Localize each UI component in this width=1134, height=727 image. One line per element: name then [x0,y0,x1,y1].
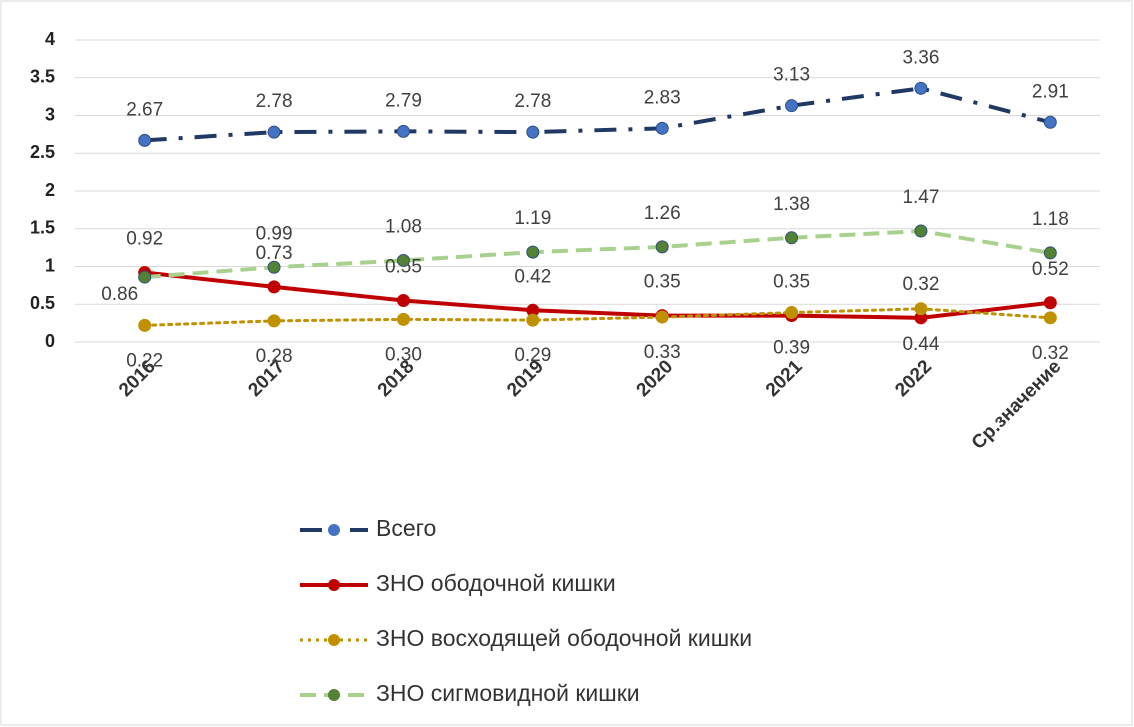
marker [785,306,799,320]
series-line [143,307,1052,327]
marker [655,310,669,324]
data-label: 0.39 [773,338,810,359]
y-tick-label: 0.5 [30,293,55,313]
marker [785,231,799,245]
marker [526,245,540,259]
legend-marker [328,524,340,536]
data-label: 2.91 [1032,81,1069,102]
data-label: 0.30 [385,344,422,365]
legend-marker [328,579,340,591]
marker [396,312,410,326]
marker [1043,311,1057,325]
marker [396,293,410,307]
data-label: 0.33 [644,342,681,363]
data-label: 1.08 [385,216,422,237]
marker [914,224,928,238]
legend-label: Всего [376,515,436,541]
y-tick-label: 4 [45,29,55,49]
data-label: 0.32 [1032,343,1069,364]
y-tick-label: 0 [45,331,55,351]
marker [655,240,669,254]
data-label: 0.52 [1032,259,1069,280]
legend-label: ЗНО сигмовидной кишки [376,680,640,706]
marker [138,318,152,332]
marker [914,81,928,95]
data-label: 3.13 [773,65,810,86]
y-tick-label: 3.5 [30,67,55,87]
marker [138,270,152,284]
marker [396,253,410,267]
data-label: 0.55 [385,256,422,277]
data-label: 1.47 [902,187,939,208]
data-label: 2.83 [644,87,681,108]
marker [396,124,410,138]
marker [526,313,540,327]
data-label: 0.92 [126,229,163,250]
data-label: 2.67 [126,99,163,120]
legend-label: ЗНО ободочной кишки [376,570,616,596]
y-tick-label: 2.5 [30,142,55,162]
marker [267,314,281,328]
series-line [144,270,1051,320]
y-tick-label: 3 [45,104,55,124]
data-label: 0.42 [514,266,551,287]
series-line [144,86,1051,143]
y-tick-label: 1 [45,255,55,275]
marker [1043,115,1057,129]
marker [267,125,281,139]
marker [526,125,540,139]
data-label: 0.29 [514,345,551,366]
marker [785,99,799,113]
data-label: 1.38 [773,194,810,215]
data-label: 1.18 [1032,209,1069,230]
data-label: 2.79 [385,90,422,111]
data-label: 0.35 [773,272,810,293]
legend-marker [328,634,340,646]
data-label: 0.86 [101,284,138,305]
data-label: 1.19 [514,208,551,229]
legend-label: ЗНО восходящей ободочной кишки [376,625,752,651]
data-label: 0.22 [126,350,163,371]
data-label: 0.44 [902,334,939,355]
y-tick-label: 2 [45,180,55,200]
data-label: 0.28 [256,346,293,367]
data-label: 0.99 [256,223,293,244]
marker [655,121,669,135]
data-label: 2.78 [514,91,551,112]
data-label: 0.35 [644,272,681,293]
marker [267,260,281,274]
marker [1043,246,1057,260]
data-label: 2.78 [256,91,293,112]
series-line [144,229,1051,280]
marker [267,280,281,294]
marker [138,133,152,147]
legend-marker [328,689,340,701]
data-label: 0.32 [902,274,939,295]
marker [1043,296,1057,310]
data-label: 0.73 [256,243,293,264]
y-tick-label: 1.5 [30,218,55,238]
marker [914,302,928,316]
data-label: 3.36 [902,47,939,68]
data-label: 1.26 [644,203,681,224]
